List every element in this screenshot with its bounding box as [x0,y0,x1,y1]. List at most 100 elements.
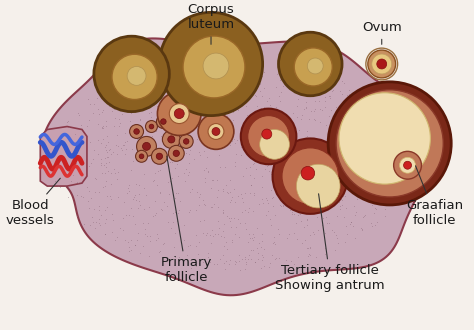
Point [135,199,143,204]
Point [294,255,301,260]
Point [201,167,208,173]
Point [213,262,221,267]
Point [212,119,219,125]
Point [297,86,305,92]
Point [241,266,249,272]
Point [328,88,336,93]
Point [154,103,161,109]
Point [226,102,233,107]
Point [285,232,292,237]
Point [161,84,169,89]
Point [272,121,279,126]
Point [173,218,181,223]
Point [218,105,225,110]
Point [140,130,147,135]
Point [267,222,275,227]
Point [293,103,301,108]
Point [372,206,380,212]
Point [110,166,118,172]
Point [307,252,314,258]
Circle shape [400,157,416,173]
Point [228,133,236,138]
Point [144,220,152,225]
Point [401,181,408,186]
Point [180,222,188,227]
Point [238,209,246,214]
Circle shape [273,138,348,214]
Point [92,177,100,182]
Point [181,179,188,184]
Point [385,157,392,163]
Point [180,170,187,175]
Point [237,267,244,273]
Point [187,76,194,82]
Point [374,183,382,188]
Point [278,89,285,94]
Point [312,156,319,161]
Point [159,242,167,247]
Point [196,152,204,157]
Point [303,216,310,222]
Point [111,237,119,243]
Point [209,204,216,209]
Point [163,70,171,75]
Point [338,151,346,156]
Point [249,248,257,253]
Point [224,139,231,145]
Point [324,172,332,178]
Point [231,62,238,67]
Point [288,189,295,194]
Circle shape [146,120,157,132]
Point [227,215,235,220]
Point [149,151,156,156]
Point [269,203,276,209]
Point [315,99,323,104]
Point [208,178,216,183]
Point [349,113,356,118]
Point [52,178,59,183]
Point [382,126,389,131]
Point [130,194,137,200]
Point [106,159,113,164]
Point [295,127,302,133]
Point [336,203,344,208]
Point [146,101,153,107]
Point [131,193,139,198]
Point [147,115,155,120]
Point [239,143,246,148]
Point [262,141,269,146]
Point [357,135,365,140]
Point [345,87,353,93]
Point [361,104,369,109]
Point [158,100,165,105]
Circle shape [296,164,340,208]
Point [313,179,321,184]
Point [221,234,228,240]
Point [134,103,141,108]
Point [252,85,260,90]
Point [335,199,343,204]
Point [274,194,282,200]
Point [241,256,248,262]
Point [107,182,115,187]
Point [209,227,216,232]
Point [103,178,110,183]
Point [257,265,265,271]
Circle shape [94,36,169,112]
Point [61,147,69,152]
Point [290,212,298,217]
Point [252,166,259,172]
Point [189,137,196,142]
Point [362,158,369,164]
Point [369,106,377,111]
Point [264,163,271,169]
Point [357,165,365,170]
Point [309,229,317,234]
Point [298,77,306,82]
Point [136,191,143,197]
Point [216,140,224,146]
Point [346,140,353,145]
Point [126,212,133,217]
Point [57,185,64,190]
Point [217,121,224,126]
